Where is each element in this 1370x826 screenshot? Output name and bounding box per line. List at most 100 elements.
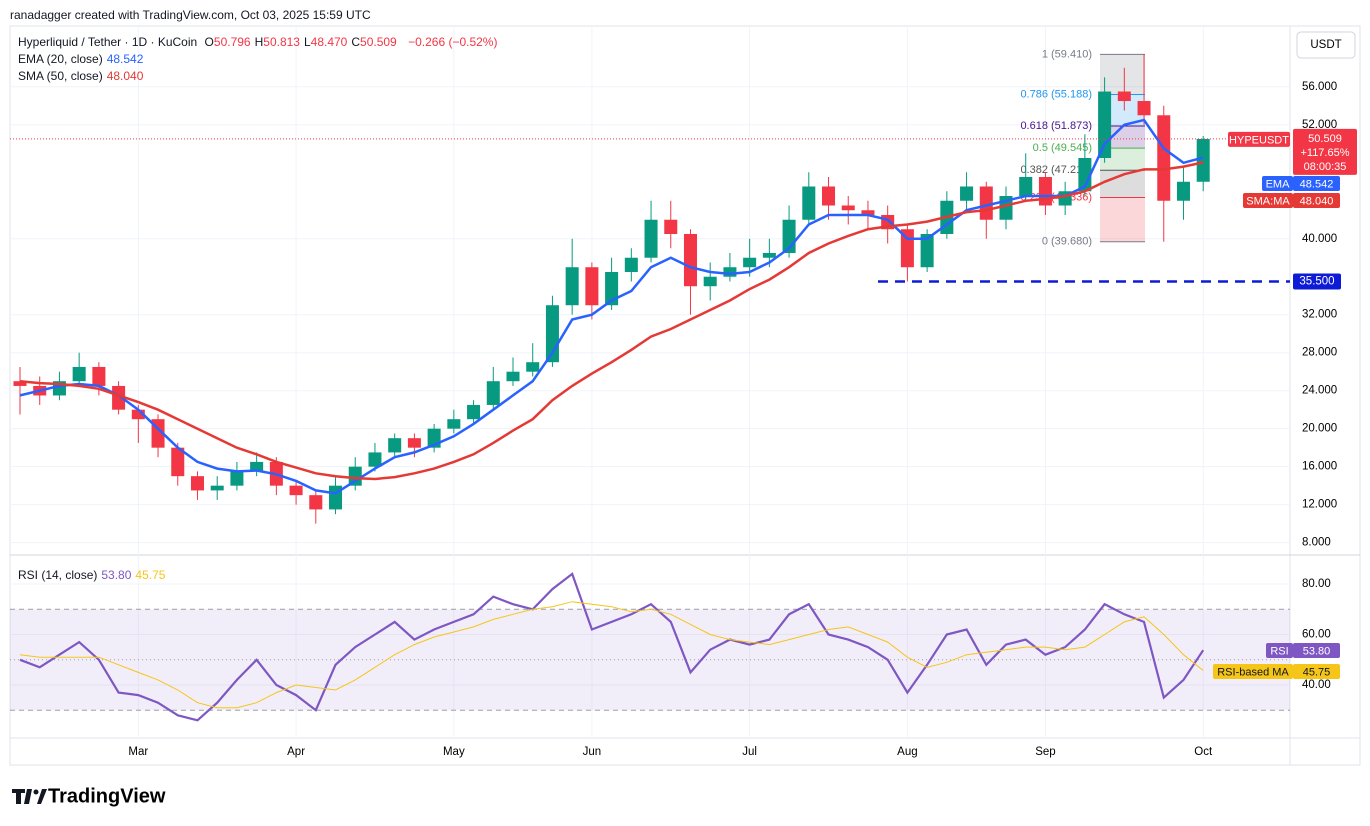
candle-body <box>841 205 855 211</box>
candle-body <box>348 466 362 486</box>
legend-label: RSI (14, close) <box>18 568 98 582</box>
y-tick-label: 16.000 <box>1302 461 1337 473</box>
ema-tag: EMA <box>1266 178 1291 190</box>
fib-zone <box>1100 54 1145 95</box>
candle-body <box>1078 158 1092 192</box>
fib-label: 0.382 (47.216) <box>1020 164 1092 176</box>
fib-label: 0.5 (49.545) <box>1033 142 1092 154</box>
y-tick-label: 24.000 <box>1302 385 1337 397</box>
rsi-ma-tag-box <box>1213 664 1293 679</box>
ema-value-box <box>1293 176 1340 191</box>
fib-label: 0 (39.680) <box>1042 236 1092 248</box>
candle-body <box>190 476 204 491</box>
legend-value: 45.75 <box>135 568 166 582</box>
candle-body <box>624 257 638 272</box>
fib-zone <box>1100 197 1145 242</box>
ohlc-key: L <box>303 35 311 49</box>
x-tick-label: Jul <box>742 746 757 758</box>
candle-body <box>112 385 126 410</box>
fib-label: 0.618 (51.873) <box>1020 120 1092 132</box>
candle-body <box>1019 177 1033 197</box>
candle-body <box>644 219 658 258</box>
ohlc: O50.796 H50.813 L48.470 C50.509 <box>205 35 401 49</box>
candle-body <box>13 381 27 386</box>
axis: 8.000 12.000 16.000 20.000 24.000 28.000 32.00… <box>128 81 1357 758</box>
fib-zone <box>1100 125 1145 149</box>
line <box>19 572 1205 722</box>
ohlc-value: 50.813 <box>263 35 300 49</box>
ema-tag-box <box>1262 176 1293 191</box>
grid <box>10 26 1290 738</box>
ohlc-key: O <box>204 35 214 49</box>
currency: USDT <box>1310 39 1341 51</box>
y-tick-label: 8.000 <box>1302 537 1331 549</box>
fib-zone <box>1100 148 1145 171</box>
logo-icon <box>12 789 47 804</box>
legend-value: 48.040 <box>106 69 144 83</box>
plot: 1 (59.410) 0.786 (55.188) 0.618 (51.873) 0.… <box>10 48 1290 722</box>
x-tick-label: Mar <box>128 746 148 758</box>
candle-body <box>289 485 303 496</box>
credit: ranadagger created with TradingView.com,… <box>10 8 371 22</box>
x-tick-label: Sep <box>1035 746 1055 758</box>
legend-main: Hyperliquid / Tether · 1D · KuCoin O50.7… <box>18 35 501 49</box>
rsi-ma-value-box <box>1293 664 1340 679</box>
sma-value: 48.040 <box>1300 195 1334 207</box>
support-label: 35.500 <box>1299 276 1334 288</box>
candle-body <box>979 186 993 220</box>
x-tick-label: Jun <box>583 746 602 758</box>
candle-body <box>388 438 402 453</box>
candle-body <box>565 267 579 306</box>
legend-rsi: RSI (14, close) 53.80 45.75 <box>18 568 169 582</box>
ohlc-key: H <box>254 35 264 49</box>
candle-body <box>171 447 185 477</box>
y-tick-label: 56.000 <box>1302 81 1337 93</box>
candle-body <box>1137 101 1151 116</box>
support-tag <box>1293 273 1341 290</box>
x-tick-label: Apr <box>287 746 305 758</box>
candle-body <box>526 362 540 372</box>
candle-body <box>368 452 382 467</box>
line <box>19 118 1204 495</box>
candle-body <box>703 276 717 287</box>
y-tick-label: 40.00 <box>1302 679 1331 691</box>
legend-ema: EMA (20, close) 48.542 <box>18 52 147 66</box>
symbol-tag: HYPEUSDT <box>1229 134 1289 146</box>
y-tick-label: 80.00 <box>1302 578 1331 590</box>
price-tag-box <box>1293 128 1357 175</box>
legend-sma: SMA (50, close) 48.040 <box>18 69 147 83</box>
candle-body <box>506 371 520 382</box>
candle-body <box>1038 177 1052 206</box>
candle-body <box>920 233 934 268</box>
candle-body <box>1196 138 1210 182</box>
symbol-tag-box <box>1228 131 1290 147</box>
rsi-tag-box <box>1266 643 1293 658</box>
frame <box>9 25 1361 766</box>
symbol: Hyperliquid / Tether · 1D · KuCoin <box>18 35 198 49</box>
candle-body <box>309 495 323 510</box>
rsi-value: 53.80 <box>1303 645 1331 657</box>
fib-label: 0.786 (55.188) <box>1020 88 1092 100</box>
candle-body <box>1117 91 1131 102</box>
candle-body <box>250 461 264 472</box>
currency-box[interactable] <box>1296 31 1356 59</box>
price-tag-text: 50.509 <box>1308 133 1342 145</box>
ohlc-value: 50.796 <box>213 35 251 49</box>
sma-tag-box <box>1243 193 1293 208</box>
candle-body <box>131 409 145 420</box>
y-tick-label: 60.00 <box>1302 629 1331 641</box>
y-tick-label: 12.000 <box>1302 499 1337 511</box>
ohlc-key: C <box>351 35 361 49</box>
candle-body <box>822 186 836 206</box>
legend-value: 53.80 <box>101 568 132 582</box>
legend-label: SMA (50, close) <box>18 69 103 83</box>
sma-value-box <box>1293 193 1340 208</box>
rsi-tag: RSI <box>1270 645 1288 657</box>
y-tick-label: 52.000 <box>1302 119 1337 131</box>
candle-body <box>92 366 106 386</box>
rsi-value-box <box>1293 643 1340 658</box>
ohlc-value: 48.470 <box>310 35 348 49</box>
candle-body <box>210 485 224 491</box>
y-tick-label: 28.000 <box>1302 347 1337 359</box>
